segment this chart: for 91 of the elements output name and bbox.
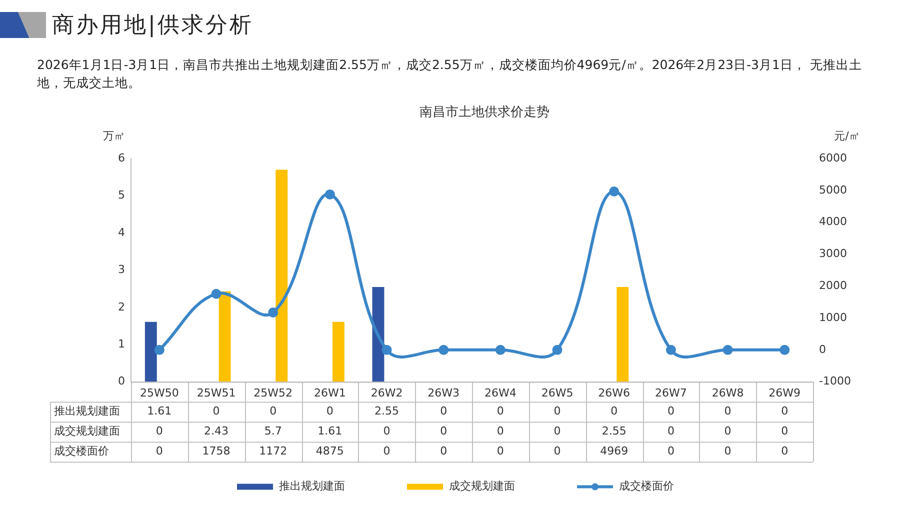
text: 推出规划建面 — [54, 404, 120, 418]
bar — [218, 291, 231, 382]
data-label: 0 — [440, 444, 448, 458]
x-tick-label: 25W52 — [254, 386, 293, 400]
text: 商办用地|供求分析 — [52, 12, 254, 40]
data-label: 0 — [496, 444, 504, 458]
x-tick-label: 26W4 — [484, 386, 516, 400]
data-label: 1758 — [202, 444, 230, 458]
data-label: 1172 — [259, 444, 288, 458]
x-tick-label: 26W2 — [370, 386, 403, 400]
y-tick-label: 0 — [118, 374, 125, 388]
x-tick-label: 26W6 — [598, 386, 630, 400]
bar — [332, 322, 344, 382]
data-label: 0 — [667, 444, 674, 458]
bar — [276, 170, 288, 382]
y2-tick-label: 5000 — [819, 183, 848, 196]
data-label: 0 — [496, 404, 504, 418]
data-label: 4969 — [600, 444, 628, 458]
y-tick-label: 1 — [118, 337, 125, 350]
data-label: 0 — [724, 424, 732, 438]
data-label: 0 — [156, 424, 163, 438]
legend-label: 成交楼面价 — [619, 480, 674, 493]
y-tick-label: 6 — [118, 151, 125, 164]
point — [495, 344, 506, 355]
data-label: 0 — [554, 444, 561, 458]
y-tick-label: 2 — [118, 300, 125, 314]
data-label: 2.43 — [204, 424, 229, 438]
point — [722, 344, 733, 355]
text: 成交规划建面 — [54, 424, 120, 438]
bar — [616, 286, 629, 382]
data-label: 0 — [270, 404, 277, 418]
y2-axis-title: 元/㎡ — [834, 129, 860, 142]
y2-tick-label: 2000 — [819, 279, 848, 292]
y-axis-title: 万㎡ — [103, 129, 125, 142]
y2-tick-label: 1000 — [819, 310, 848, 324]
point — [382, 344, 392, 355]
x-tick-label: 26W1 — [314, 386, 346, 400]
y-tick-label: 4 — [118, 226, 125, 239]
data-label: 0 — [212, 404, 220, 418]
x-tick-label: 26W3 — [428, 386, 460, 400]
x-tick-label: 25W50 — [140, 386, 179, 400]
y-tick-label: 5 — [118, 188, 125, 202]
data-label: 2.55 — [602, 424, 626, 438]
legend-label: 推出规划建面 — [279, 480, 346, 493]
y2-tick-label: 4000 — [819, 215, 848, 228]
y-tick-label: 3 — [118, 263, 125, 276]
data-label: 0 — [667, 424, 674, 438]
text: 成交楼面价 — [54, 444, 109, 458]
data-label: 0 — [781, 444, 788, 458]
x-tick-label: 25W51 — [196, 386, 236, 400]
data-label: 1.61 — [318, 424, 342, 438]
data-label: 0 — [383, 424, 390, 438]
point — [780, 344, 790, 355]
data-label: 2.55 — [374, 404, 400, 418]
data-label: 0 — [724, 444, 732, 458]
data-label: 0 — [610, 404, 618, 418]
point — [666, 344, 676, 355]
point — [324, 189, 335, 200]
data-label: 0 — [440, 404, 448, 418]
point — [154, 344, 164, 355]
data-label: 0 — [781, 404, 788, 418]
data-label: 0 — [724, 404, 732, 418]
y2-tick-label: 3000 — [819, 247, 848, 260]
chart-title: 南昌市土地供求价走势 — [420, 105, 550, 120]
data-label: 0 — [326, 404, 334, 418]
data-label: 4875 — [316, 444, 344, 458]
data-label: 0 — [781, 424, 788, 438]
data-label: 0 — [440, 424, 448, 438]
chart-subtitle: 2026年1月1日-3月1日，南昌市共推出土地规划建面2.55万㎡，成交2.55万㎡，成交楼面均价4969元/㎡。2026年2月23日-3月1日， 无推出土地，无成交土地。 — [37, 56, 863, 92]
y2-tick-label: -1000 — [819, 374, 852, 388]
point — [211, 288, 222, 299]
data-label: 0 — [496, 424, 504, 438]
bar — [144, 322, 157, 382]
x-tick-label: 26W8 — [712, 386, 744, 400]
x-tick-label: 26W5 — [541, 386, 574, 400]
point — [552, 344, 562, 355]
data-label: 0 — [554, 424, 561, 438]
point — [268, 308, 278, 318]
legend-label: 成交规划建面 — [449, 480, 516, 493]
data-label: 0 — [156, 444, 163, 458]
point — [438, 344, 449, 355]
data-label: 5.7 — [264, 424, 282, 438]
data-label: 1.61 — [147, 404, 172, 418]
data-label: 0 — [383, 444, 390, 458]
y2-tick-label: 0 — [819, 342, 826, 356]
x-tick-label: 26W9 — [768, 386, 801, 400]
x-tick-label: 26W7 — [655, 386, 687, 400]
data-label: 0 — [554, 404, 561, 418]
point — [609, 186, 620, 196]
data-label: 0 — [667, 404, 674, 418]
y2-tick-label: 6000 — [819, 151, 848, 164]
